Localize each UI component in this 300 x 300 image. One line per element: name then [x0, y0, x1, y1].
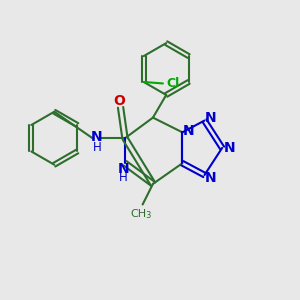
Text: H: H [93, 141, 101, 154]
Text: N: N [224, 141, 235, 155]
Text: O: O [113, 94, 125, 108]
Text: N: N [183, 124, 195, 138]
Text: 3: 3 [145, 211, 150, 220]
Text: N: N [118, 161, 129, 176]
Text: Cl: Cl [167, 77, 180, 90]
Text: N: N [205, 171, 216, 185]
Text: CH: CH [130, 209, 146, 219]
Text: N: N [91, 130, 103, 144]
Text: N: N [205, 111, 216, 124]
Text: H: H [119, 172, 128, 184]
